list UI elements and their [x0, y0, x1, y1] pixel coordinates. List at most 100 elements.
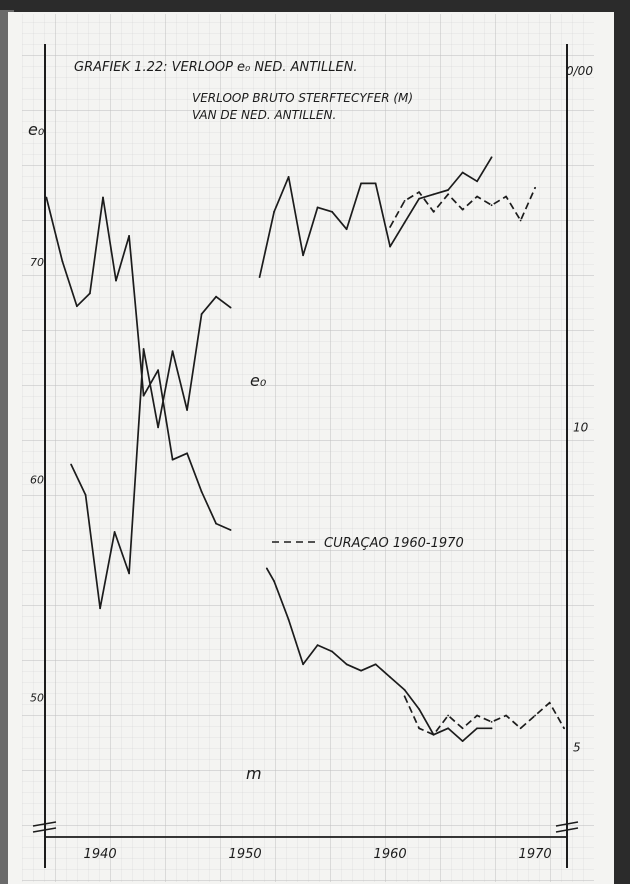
data-point-m_antillen-13 [229, 529, 232, 531]
data-point-m_antillen_late-13 [447, 727, 449, 730]
data-point-m_curacao-6 [490, 721, 493, 723]
data-point-m_curacao-11 [563, 727, 565, 730]
data-point-e0_antillen-7 [171, 350, 174, 353]
data-point-e0_antillen_late-9 [389, 245, 391, 248]
data-point-e0_antillen_late-14 [461, 171, 464, 174]
y-left-tick-label-70: 70 [30, 256, 44, 269]
x-tick-label-1950: 1950 [229, 847, 262, 862]
data-point-m_curacao-0 [403, 695, 406, 698]
axis-ticks-group: 1940 1950 1960 1970 70 60 50 10 5 [30, 256, 589, 862]
data-point-m_antillen-5 [115, 279, 117, 282]
y-right-tick-label-5: 5 [573, 740, 581, 754]
x-tick-label-1940: 1940 [84, 847, 117, 862]
data-point-m_antillen-0 [45, 196, 48, 199]
data-point-m_antillen-6 [128, 235, 131, 237]
chart-subtitle-line1: VERLOOP BRUTO STERFTECYFER (M) [192, 91, 413, 105]
data-point-m_antillen_late-10 [403, 689, 406, 691]
data-point-e0_antillen-2 [99, 607, 101, 610]
data-point-e0_curacao-5 [461, 208, 464, 211]
data-point-e0_antillen-8 [186, 409, 189, 411]
data-point-m_antillen-3 [89, 292, 91, 295]
data-point-m_curacao-2 [432, 733, 435, 736]
data-point-m_antillen_late-16 [490, 727, 493, 730]
data-point-e0_antillen_late-11 [418, 197, 420, 200]
chart-subtitle-line2: VAN DE NED. ANTILLEN. [192, 108, 336, 122]
data-point-m_antillen_late-15 [476, 727, 478, 730]
legend-label: CURAÇAO 1960-1970 [324, 536, 464, 551]
data-point-e0_antillen-5 [142, 348, 145, 350]
data-point-e0_antillen-6 [157, 426, 160, 429]
data-point-e0_antillen_late-0 [258, 276, 261, 278]
data-point-e0_antillen_late-7 [360, 182, 362, 185]
data-point-e0_antillen_late-15 [476, 180, 478, 183]
data-point-m_curacao-4 [461, 727, 464, 730]
data-point-m_curacao-7 [505, 714, 507, 717]
data-point-m_antillen-10 [186, 452, 189, 455]
data-point-m_curacao-8 [519, 727, 522, 730]
data-point-e0_curacao-6 [476, 195, 478, 198]
series-line-m_curacao [403, 695, 565, 736]
series-label-e0: e₀ [250, 371, 267, 390]
data-point-m_curacao-9 [534, 714, 536, 717]
left-axis-break-mark [32, 821, 57, 833]
data-point-e0_antillen-10 [215, 295, 218, 298]
series-line-m_antillen [45, 196, 231, 531]
data-point-m_antillen_late-2 [287, 618, 290, 621]
data-point-m_curacao-10 [548, 701, 551, 704]
data-point-e0_curacao-2 [418, 191, 420, 194]
y-left-tick-label-60: 60 [30, 474, 44, 487]
data-point-m_antillen-1 [61, 260, 64, 263]
data-point-e0_antillen_late-1 [273, 210, 275, 213]
series-line-e0_antillen [70, 295, 232, 610]
grid-major [22, 14, 594, 882]
data-point-e0_curacao-1 [403, 200, 406, 202]
y-axis-right-label: 0/00 [566, 64, 593, 78]
series-label-m: m [246, 764, 262, 783]
data-point-e0_antillen-9 [200, 313, 203, 315]
data-point-m_antillen-12 [215, 522, 218, 525]
y-right-tick-label-10: 10 [573, 421, 589, 435]
x-tick-label-1970: 1970 [519, 847, 552, 862]
data-point-m_antillen_late-5 [331, 650, 333, 653]
data-point-m_antillen_late-6 [345, 663, 348, 666]
data-point-m_antillen-11 [200, 490, 203, 493]
data-point-e0_curacao-4 [447, 193, 449, 196]
data-point-e0_antillen_late-2 [287, 176, 290, 178]
right-axis-break-mark [555, 821, 579, 833]
data-point-e0_antillen_late-13 [447, 189, 449, 191]
data-point-e0_antillen_late-8 [374, 182, 377, 185]
data-point-m_curacao-5 [476, 714, 478, 717]
data-point-e0_curacao-9 [519, 219, 522, 222]
data-point-e0_curacao-3 [432, 210, 435, 213]
data-point-m_antillen-8 [157, 369, 160, 372]
y-axis-left-label: e₀ [28, 120, 45, 139]
data-point-e0_antillen-4 [128, 572, 131, 575]
data-point-m_antillen_late-7 [360, 669, 362, 672]
data-point-e0_antillen_late-12 [432, 193, 435, 196]
data-point-e0_curacao-10 [534, 186, 536, 189]
data-point-m_antillen_late-1 [273, 580, 275, 583]
data-point-m_antillen_late-3 [302, 663, 304, 666]
data-point-e0_antillen_late-4 [316, 206, 319, 209]
data-point-e0_antillen-3 [113, 531, 116, 533]
y-left-tick-label-50: 50 [30, 692, 44, 705]
x-tick-label-1960: 1960 [374, 847, 407, 862]
data-point-e0_antillen-11 [229, 306, 232, 309]
data-point-m_antillen_late-0 [265, 567, 268, 570]
data-point-e0_curacao-7 [490, 204, 493, 207]
data-point-e0_antillen-1 [84, 494, 87, 496]
data-point-m_antillen_late-8 [374, 663, 377, 666]
data-point-m_antillen-7 [142, 394, 145, 397]
data-series-group [45, 156, 565, 742]
data-point-m_antillen-2 [76, 305, 78, 308]
data-point-m_antillen_late-14 [461, 740, 464, 742]
data-point-e0_antillen_late-10 [403, 221, 406, 224]
data-point-e0_antillen_late-5 [331, 210, 333, 213]
data-point-m_antillen_late-9 [389, 676, 391, 678]
data-point-m_antillen_late-4 [316, 644, 319, 646]
data-point-e0_antillen-0 [70, 463, 72, 466]
chart-title: GRAFIEK 1.22: VERLOOP e₀ NED. ANTILLEN. [74, 60, 358, 75]
data-point-m_curacao-3 [447, 714, 449, 717]
